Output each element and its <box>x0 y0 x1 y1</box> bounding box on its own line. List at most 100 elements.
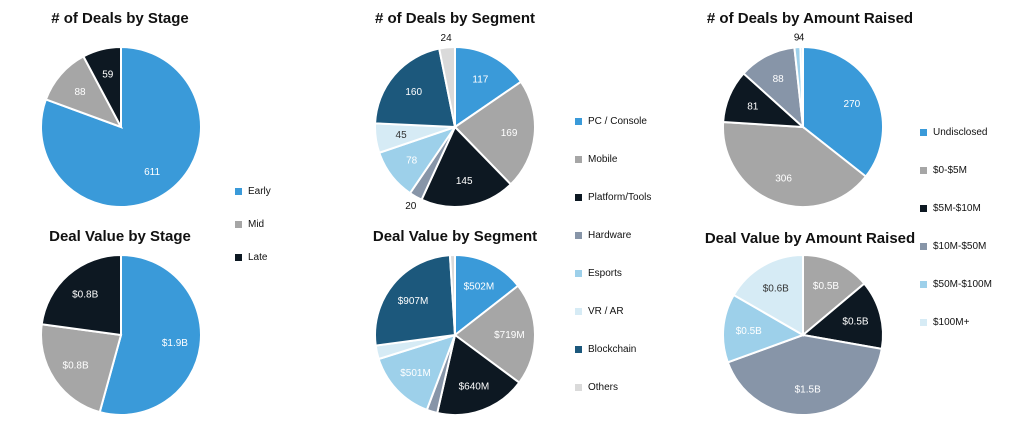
data-label-late: $0.8B <box>72 290 98 301</box>
chart-title-deals-by-stage: # of Deals by Stage <box>51 10 189 27</box>
pie-slice-others <box>438 45 456 128</box>
legend-swatch <box>920 319 927 326</box>
legend-item-mid: Mid <box>235 219 264 230</box>
legend-item-blockchain: Blockchain <box>575 344 636 355</box>
legend-amount: Undisclosed $0-$5M $5M-$10M $10M-$50M $50M-$… <box>920 127 1020 337</box>
legend-item-hardware: Hardware <box>575 230 631 241</box>
legend-swatch <box>575 270 582 277</box>
legend-swatch <box>235 254 242 261</box>
data-label-esports: $501M <box>400 368 431 379</box>
data-label-blockchain: $907M <box>398 296 429 307</box>
pie-slice-mobile <box>453 80 536 186</box>
pie-slice-mid <box>40 323 123 414</box>
legend-item-vr-ar: VR / AR <box>575 306 624 317</box>
pie-slice-platform-tools <box>436 333 521 416</box>
pie-slice-10m-50m <box>726 333 883 416</box>
legend-item-10m-50m: $10M-$50M <box>920 241 986 252</box>
data-label-early: $1.9B <box>162 338 188 349</box>
legend-label: VR / AR <box>588 306 624 317</box>
data-label-early: 611 <box>144 167 160 178</box>
legend-item-pc-console: PC / Console <box>575 116 647 127</box>
pie-slice-100m <box>799 45 804 128</box>
data-label-undisclosed: 270 <box>844 99 861 110</box>
legend-item-mobile: Mobile <box>575 154 617 165</box>
pie-slice-late <box>40 253 122 337</box>
data-label-late: 59 <box>102 70 114 81</box>
pie-slice-0-5m <box>722 120 868 209</box>
legend-segment: PC / Console Mobile Platform/Tools Hardware… <box>575 116 675 396</box>
data-label-vr-ar: 45 <box>396 130 408 141</box>
pie-slice-100m <box>732 253 804 337</box>
data-label-platform-tools: $640M <box>459 382 490 393</box>
data-label-10m-50m: $1.5B <box>795 385 821 396</box>
legend-swatch <box>575 308 582 315</box>
legend-swatch <box>920 281 927 288</box>
pie-slice-pc-console <box>454 45 523 129</box>
legend-label: Hardware <box>588 230 632 241</box>
data-label-mid: $0.8B <box>63 361 89 372</box>
legend-label: Late <box>248 252 268 263</box>
legend-label: $5M-$10M <box>933 203 981 214</box>
legend-label: Blockchain <box>588 344 637 355</box>
data-label-hardware: 20 <box>405 201 417 212</box>
pie-slice-blockchain <box>374 47 457 129</box>
data-label-mobile: 169 <box>501 128 518 139</box>
legend-label: Esports <box>588 268 622 279</box>
chart-title-deals-by-segment: # of Deals by Segment <box>374 10 536 27</box>
data-label-esports: 78 <box>406 156 418 167</box>
pie-slice-others <box>448 253 456 336</box>
legend-swatch <box>235 221 242 228</box>
legend-swatch <box>575 384 582 391</box>
legend-item-undisclosed: Undisclosed <box>920 127 987 138</box>
legend-label: PC / Console <box>588 116 647 127</box>
data-label-5m-10m: 81 <box>747 101 759 112</box>
data-label-blockchain: 160 <box>405 87 422 98</box>
data-label-10m-50m: 88 <box>773 74 785 85</box>
legend-swatch <box>920 167 927 174</box>
pie-slice-late <box>82 45 122 128</box>
legend-label: Others <box>588 382 619 393</box>
legend-item-platform-tools: Platform/Tools <box>575 192 651 203</box>
legend-swatch <box>920 129 927 136</box>
data-label-100m: 4 <box>799 33 805 44</box>
data-label-50m-100m: $0.5B <box>736 326 762 337</box>
legend-stage: Early Mid Late <box>235 186 345 276</box>
chart-title-value-by-amount: Deal Value by Amount Raised <box>704 230 916 247</box>
data-label-platform-tools: 145 <box>456 176 473 187</box>
legend-item-5m-10m: $5M-$10M <box>920 203 981 214</box>
legend-label: Early <box>248 186 271 197</box>
pie-slice-mobile <box>453 284 536 385</box>
legend-item-esports: Esports <box>575 268 622 279</box>
legend-label: Mobile <box>588 154 618 165</box>
data-label-50m-100m: 9 <box>794 33 800 44</box>
data-label-mobile: $719M <box>494 330 525 341</box>
chart-title-value-by-stage: Deal Value by Stage <box>49 228 191 245</box>
data-label-0-5m: $0.5B <box>813 281 839 292</box>
legend-item-late: Late <box>235 252 267 263</box>
data-label-pc-console: 117 <box>472 74 488 85</box>
data-label-others: 24 <box>441 33 453 44</box>
pie-slice-0-5m <box>802 253 866 338</box>
legend-label: Undisclosed <box>933 127 988 138</box>
legend-label: $50M-$100M <box>933 279 992 290</box>
legend-swatch <box>920 205 927 212</box>
legend-item-50m-100m: $50M-$100M <box>920 279 992 290</box>
legend-label: Platform/Tools <box>588 192 652 203</box>
legend-swatch <box>575 118 582 125</box>
legend-item-others: Others <box>575 382 618 393</box>
legend-swatch <box>575 156 582 163</box>
pie-slice-pc-console <box>454 253 520 338</box>
legend-item-0-5m: $0-$5M <box>920 165 967 176</box>
data-label-100m: $0.6B <box>763 283 789 294</box>
pie-slice-5m-10m <box>800 282 884 351</box>
legend-label: Mid <box>248 219 265 230</box>
pie-slice-platform-tools <box>420 125 513 208</box>
data-label-mid: 88 <box>74 87 86 98</box>
legend-item-early: Early <box>235 186 271 197</box>
